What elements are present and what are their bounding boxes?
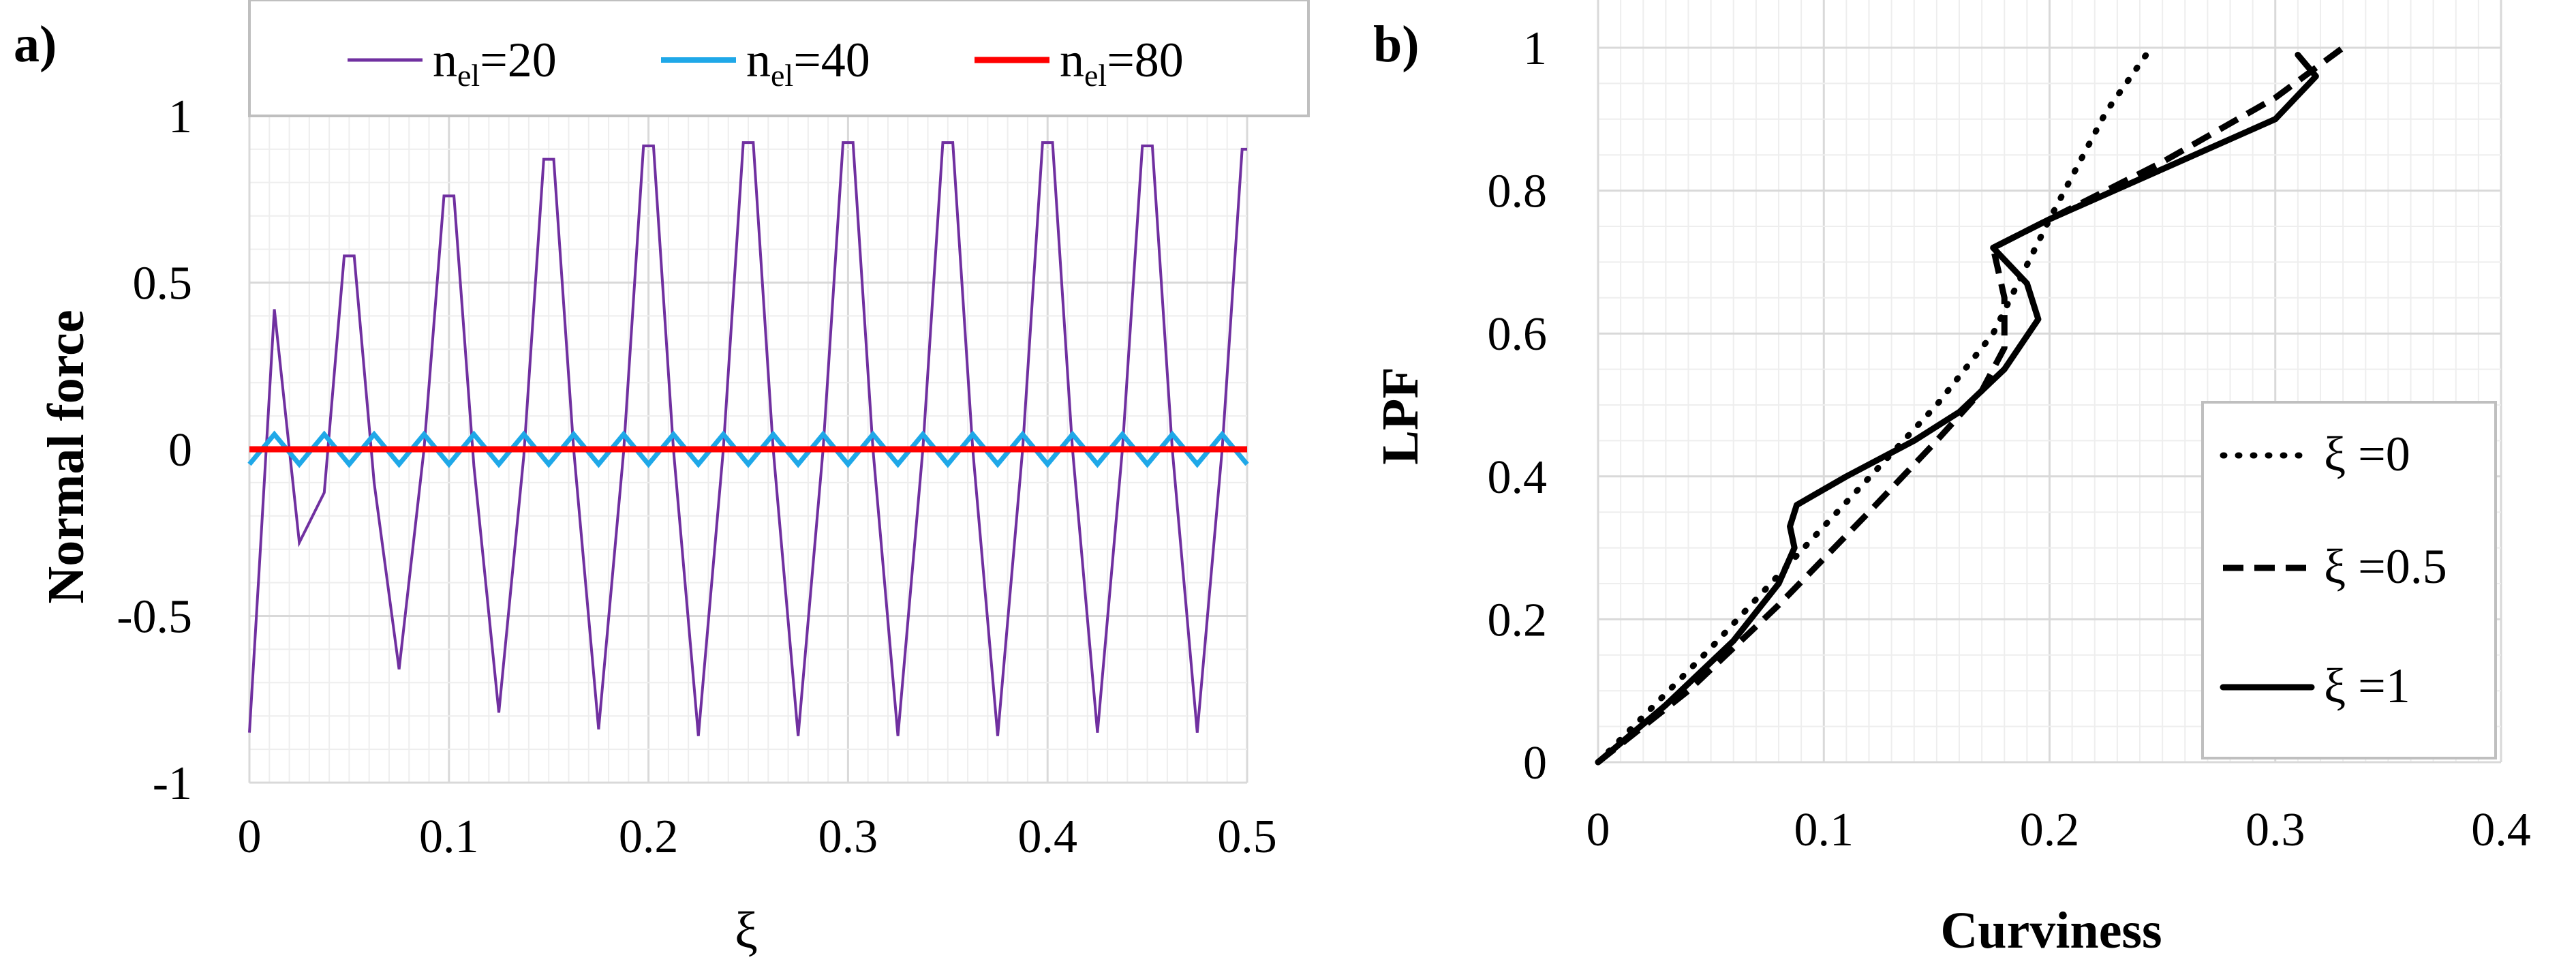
- chart-a-panel-label: a): [14, 16, 57, 73]
- chart-a-grid: [248, 0, 1248, 784]
- series-nel40-line: [247, 430, 1249, 468]
- chart-b-series: [1595, 44, 2345, 766]
- y-tick-label: 0: [1523, 737, 1547, 789]
- x-tick-label: 0.2: [2020, 804, 2080, 856]
- chart-b-xlabel: Curviness: [1940, 902, 2162, 959]
- chart-a-ylabel: Normal force: [37, 310, 95, 603]
- y-tick-label: 0.4: [1488, 451, 1548, 504]
- chart-b: 0 0.1 0.2 0.3 0.4 1 0.8 0.6 0.4 0.2 0 b) LPF Curvi…: [1372, 0, 2531, 959]
- chart-b-axes: [1597, 0, 2501, 764]
- chart-b-legend: ξ =0 ξ =0.5 ξ =1: [2201, 401, 2497, 759]
- series-xi-2-line: [1595, 51, 2319, 766]
- y-tick-label: 0: [168, 424, 192, 477]
- legend-label: ξ =0.5: [2324, 539, 2447, 594]
- x-tick-label: 0.3: [818, 811, 878, 863]
- series-xi-1-line: [1596, 45, 2345, 765]
- chart-a: 0 0.1 0.2 0.3 0.4 0.5 1 0.5 0 -0.5 -1 a) Normal fo…: [14, 0, 1310, 959]
- x-tick-label: 0.3: [2245, 804, 2305, 856]
- chart-b-grid: [1597, 0, 2502, 764]
- legend-label: nel=40: [746, 33, 870, 93]
- x-tick-label: 0.1: [1794, 804, 1854, 856]
- x-tick-label: 0.4: [1017, 811, 1077, 863]
- chart-a-series: [247, 141, 1249, 736]
- y-tick-label: 0.5: [133, 258, 193, 310]
- legend-box: [248, 0, 1310, 117]
- chart-a-xlabel: ξ: [735, 902, 758, 959]
- chart-b-panel-label: b): [1373, 16, 1420, 73]
- chart-b-ticks: 0 0.1 0.2 0.3 0.4 1 0.8 0.6 0.4 0.2 0: [1488, 22, 2531, 856]
- y-tick-label: 0.2: [1488, 594, 1548, 646]
- legend-label: nel=80: [1060, 33, 1184, 93]
- y-tick-label: 1: [1523, 22, 1547, 75]
- legend-label: ξ =0: [2324, 427, 2410, 481]
- chart-b-ylabel: LPF: [1372, 367, 1429, 465]
- legend-label: ξ =1: [2324, 659, 2410, 713]
- y-tick-label: 1: [168, 91, 192, 143]
- legend-box: [2201, 401, 2497, 759]
- chart-a-ticks: 0 0.1 0.2 0.3 0.4 0.5 1 0.5 0 -0.5 -1: [117, 91, 1277, 863]
- x-tick-label: 0.2: [619, 811, 679, 863]
- y-tick-label: 0.8: [1488, 166, 1548, 218]
- series-xi-0-line: [1595, 44, 2155, 766]
- legend-label: nel=20: [433, 33, 557, 93]
- x-tick-label: 0: [1586, 804, 1610, 856]
- x-tick-label: 0: [238, 811, 262, 863]
- y-tick-label: -1: [153, 757, 192, 810]
- chart-a-legend: nel=20 nel=40 nel=80: [248, 0, 1310, 117]
- x-tick-label: 0.5: [1217, 811, 1277, 863]
- x-tick-label: 0.1: [419, 811, 479, 863]
- x-tick-label: 0.4: [2471, 804, 2531, 856]
- y-tick-label: -0.5: [117, 591, 192, 644]
- y-tick-label: 0.6: [1488, 308, 1548, 361]
- series-nel20-line: [248, 141, 1247, 736]
